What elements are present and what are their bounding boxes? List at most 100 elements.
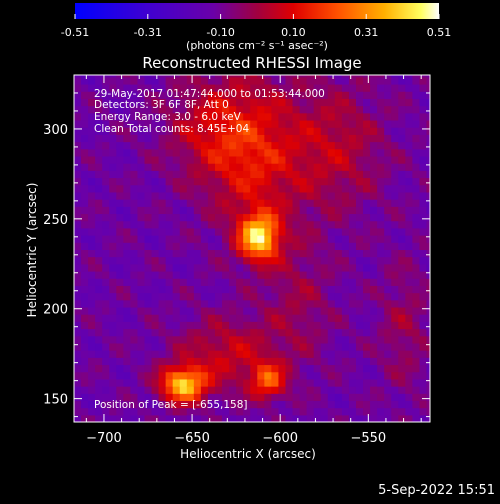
colorbar-gradient: [75, 3, 439, 19]
heatmap-cell: [123, 393, 131, 402]
heatmap-cell: [236, 249, 244, 258]
heatmap-cell: [109, 199, 117, 207]
heatmap-cell: [172, 328, 181, 337]
heatmap-cell: [200, 83, 209, 92]
heatmap-cell: [271, 278, 280, 286]
heatmap-cell: [116, 112, 124, 121]
heatmap-cell: [370, 134, 378, 143]
heatmap-cell: [172, 199, 181, 207]
heatmap-cell: [81, 270, 89, 279]
heatmap-cell: [370, 75, 378, 78]
heatmap-cell: [137, 170, 146, 179]
heatmap-cell: [264, 407, 272, 416]
heatmap-cell: [412, 213, 421, 222]
heatmap-cell: [186, 163, 195, 171]
heatmap-cell: [320, 134, 329, 143]
heatmap-cell: [257, 91, 265, 99]
heatmap-cell: [207, 357, 216, 366]
heatmap-cell: [384, 342, 392, 351]
heatmap-cell: [95, 242, 103, 250]
heatmap-cell: [341, 414, 350, 422]
heatmap-cell: [95, 91, 103, 99]
heatmap-cell: [186, 177, 195, 186]
heatmap-cell: [363, 199, 371, 207]
heatmap-cell: [165, 213, 174, 222]
heatmap-cell: [334, 386, 343, 394]
heatmap-cell: [320, 170, 329, 179]
heatmap-cell: [236, 98, 244, 107]
heatmap-cell: [222, 364, 230, 373]
heatmap-cell: [172, 112, 181, 121]
heatmap-cell: [243, 357, 251, 366]
heatmap-cell: [109, 342, 117, 351]
heatmap-cell: [348, 249, 357, 258]
heatmap-cell: [355, 292, 364, 301]
heatmap-cell: [405, 105, 413, 114]
heatmap-cell: [74, 220, 82, 229]
heatmap-cell: [348, 285, 357, 294]
heatmap-cell: [412, 306, 421, 315]
heatmap-cell: [144, 220, 153, 229]
heatmap-cell: [123, 357, 131, 366]
heatmap-cell: [81, 155, 89, 164]
heatmap-cell: [355, 112, 364, 121]
heatmap-cell: [74, 227, 82, 236]
colorbar-tick-label: -0.10: [206, 26, 234, 39]
heatmap-cell: [158, 83, 167, 92]
heatmap-cell: [222, 357, 230, 366]
heatmap-cell: [334, 299, 343, 308]
heatmap-cell: [299, 127, 308, 135]
heatmap-cell: [257, 199, 265, 207]
heatmap-cell: [313, 386, 322, 394]
heatmap-cell: [327, 134, 336, 143]
heatmap-cell: [370, 227, 378, 236]
heatmap-cell: [229, 141, 237, 150]
heatmap-cell: [158, 263, 167, 272]
heatmap-cell: [179, 177, 188, 186]
heatmap-cell: [214, 386, 223, 394]
heatmap-cell: [285, 306, 294, 315]
heatmap-cell: [285, 127, 294, 135]
heatmap-cell: [398, 148, 406, 157]
heatmap-cell: [179, 285, 188, 294]
heatmap-cell: [81, 163, 89, 171]
heatmap-cell: [285, 170, 294, 179]
heatmap-cell: [391, 227, 399, 236]
heatmap-cell: [278, 400, 287, 409]
heatmap-cell: [412, 335, 421, 344]
heatmap-cell: [158, 350, 167, 358]
heatmap-cell: [419, 285, 428, 294]
heatmap-cell: [363, 400, 371, 409]
heatmap-cell: [278, 364, 287, 373]
heatmap-cell: [116, 213, 124, 222]
heatmap-cell: [398, 191, 406, 200]
heatmap-cell: [123, 342, 131, 351]
heatmap-cell: [116, 256, 124, 265]
heatmap-cell: [81, 141, 89, 150]
heatmap-cell: [130, 335, 139, 344]
heatmap-cell: [250, 184, 258, 193]
heatmap-cell: [327, 242, 336, 250]
heatmap-cell: [412, 393, 421, 402]
heatmap-cell: [257, 112, 265, 121]
heatmap-cell: [341, 75, 350, 78]
heatmap-cell: [165, 364, 174, 373]
heatmap-cell: [236, 285, 244, 294]
heatmap-cell: [405, 342, 413, 351]
heatmap-cell: [313, 350, 322, 358]
heatmap-cell: [348, 263, 357, 272]
heatmap-cell: [384, 414, 392, 422]
heatmap-cell: [257, 321, 265, 330]
heatmap-cell: [116, 119, 124, 128]
heatmap-cell: [341, 177, 350, 186]
heatmap-cell: [214, 328, 223, 337]
heatmap-cell: [278, 342, 287, 351]
heatmap-cell: [419, 350, 428, 358]
heatmap-cell: [81, 364, 89, 373]
heatmap-cell: [151, 321, 160, 330]
heatmap-cell: [158, 91, 167, 99]
heatmap-cell: [264, 256, 272, 265]
heatmap-cell: [222, 371, 230, 380]
heatmap-cell: [109, 306, 117, 315]
heatmap-cell: [74, 249, 82, 258]
